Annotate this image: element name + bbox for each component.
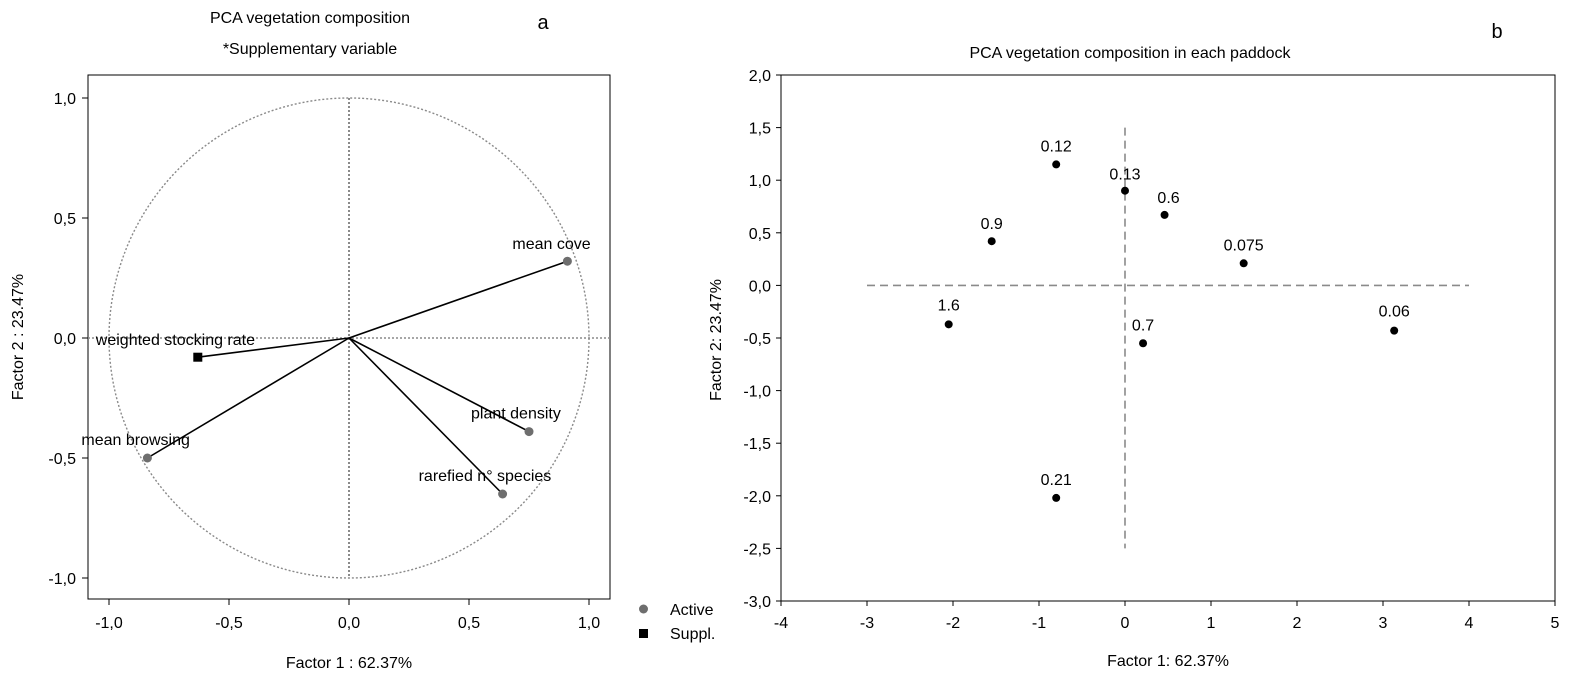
panel-b-point (1139, 339, 1148, 348)
legend-label: Suppl. (670, 626, 715, 643)
panel-b-letter: b (1491, 21, 1502, 43)
panel-b-y-tick-label: -2,5 (743, 541, 771, 558)
panel-b-point-label: 0.21 (1041, 472, 1072, 489)
panel-b-ticks: -4 -3 -2 -1 0 1 2 3 4 5 2,0 1,5 1,0 0,5 0,0 -0,5 -1,0 -1,… (743, 68, 1559, 632)
panel-a-x-tick-label: 0,0 (338, 615, 360, 632)
panel-b-x-tick-label: 4 (1465, 615, 1474, 632)
panel-b-point (1239, 259, 1248, 268)
panel-a-x-tick-label: 0,5 (458, 615, 480, 632)
panel-b-y-tick-label: 1,5 (749, 121, 771, 138)
panel-b-point (1121, 186, 1129, 195)
panel-b-y-tick-label: 0,0 (749, 278, 771, 295)
panel-b: PCA vegetation composition in each paddo… (708, 21, 1560, 670)
panel-a-subtitle: *Supplementary variable (223, 41, 397, 58)
panel-b-point (987, 237, 996, 246)
panel-b-x-tick-label: 2 (1293, 615, 1302, 632)
panel-b-y-tick-label: -3,0 (743, 594, 771, 611)
panel-b-content: 0.12 0.13 0.6 0.9 0.075 1.6 0.7 0.06 0.21 (867, 127, 1469, 549)
panel-a-vector-label: weighted stocking rate (95, 332, 255, 349)
panel-a-vector-label: mean cove (512, 236, 590, 253)
panel-b-point-label: 0.12 (1041, 138, 1072, 155)
panel-a-x-tick-label: 1,0 (578, 615, 600, 632)
panel-a-y-axis-label: Factor 2 : 23.47% (10, 274, 27, 400)
panel-b-point-label: 0.06 (1379, 304, 1410, 321)
panel-a-y-tick-label: 1,0 (54, 91, 76, 108)
panel-b-point-label: 0.13 (1109, 167, 1140, 184)
panel-b-x-tick-label: 3 (1379, 615, 1388, 632)
panel-a-vector-weighted-stocking-rate (197, 337, 350, 358)
panel-a-marker-rarefied-n-species (498, 489, 508, 499)
panel-b-y-tick-label: 0,5 (749, 226, 771, 243)
panel-b-x-tick-label: -1 (1032, 615, 1046, 632)
panel-b-y-tick-label: 1,0 (749, 173, 771, 190)
legend-label: Active (670, 602, 714, 619)
panel-b-point (944, 320, 953, 329)
panel-a: PCA vegetation composition *Supplementar… (10, 10, 715, 672)
panel-a-marker-mean-browsing (142, 453, 152, 463)
panel-b-x-axis-label: Factor 1: 62.37% (1107, 653, 1229, 670)
panel-a-vector-mean-browsing (146, 337, 350, 459)
panel-a-y-tick-label: 0,5 (54, 211, 76, 228)
panel-a-ticks: -1,0 -0,5 0,0 0,5 1,0 1,0 0,5 0,0 -0,5 -1,0 (48, 91, 600, 632)
legend-square-icon (639, 629, 648, 638)
panel-a-y-tick-label: -1,0 (48, 571, 76, 588)
panel-a-vector-label: plant density (471, 406, 561, 423)
panel-a-content: mean cove weighted stocking rate plant den… (81, 97, 610, 579)
panel-b-y-tick-label: -1,0 (743, 384, 771, 401)
panel-b-x-tick-label: 1 (1207, 615, 1216, 632)
panel-a-x-axis-label: Factor 1 : 62.37% (286, 655, 412, 672)
panel-b-y-axis-label: Factor 2: 23.47% (708, 279, 725, 401)
panel-b-point (1052, 493, 1061, 502)
panel-b-point-label: 0.9 (981, 216, 1003, 233)
panel-b-point-label: 1.6 (938, 297, 960, 314)
panel-b-x-tick-label: -2 (946, 615, 960, 632)
panel-b-x-tick-label: 0 (1121, 615, 1130, 632)
panel-a-marker-plant-density (524, 427, 534, 437)
panel-b-point (1160, 210, 1169, 219)
panel-a-marker-mean-cove (562, 256, 572, 266)
panel-a-y-tick-label: 0,0 (54, 331, 76, 348)
panel-b-point (1052, 160, 1061, 169)
panel-b-x-tick-label: -3 (860, 615, 874, 632)
panel-a-letter: a (537, 12, 549, 34)
panel-b-x-tick-label: 5 (1551, 615, 1560, 632)
panel-a-vector-rarefied-n-species (348, 337, 504, 495)
panel-a-y-tick-label: -0,5 (48, 451, 76, 468)
panel-b-y-tick-label: -0,5 (743, 331, 771, 348)
panel-a-marker-weighted-stocking-rate (193, 352, 203, 362)
panel-b-plot-frame (780, 74, 1556, 602)
panel-b-y-tick-label: -2,0 (743, 489, 771, 506)
panel-a-legend: Active Suppl. (639, 602, 715, 643)
panel-b-point (1390, 326, 1399, 335)
panel-b-point-label: 0.075 (1224, 237, 1264, 254)
panel-b-point-label: 0.7 (1132, 317, 1154, 334)
panel-a-vector-label: mean browsing (81, 432, 189, 449)
panel-b-y-tick-label: 2,0 (749, 68, 771, 85)
panel-a-vector-mean-cove (348, 260, 568, 339)
panel-a-x-tick-label: -0,5 (215, 615, 243, 632)
panel-b-point-label: 0.6 (1157, 190, 1179, 207)
panel-b-x-tick-label: -4 (774, 615, 788, 632)
panel-a-x-tick-label: -1,0 (95, 615, 123, 632)
panel-a-vector-label: rarefied n° species (419, 468, 552, 485)
panel-a-vector-plant-density (348, 337, 530, 433)
legend-circle-icon (639, 604, 648, 614)
panel-b-title: PCA vegetation composition in each paddo… (969, 45, 1291, 62)
panel-a-title: PCA vegetation composition (210, 10, 410, 27)
panel-b-y-tick-label: -1,5 (743, 436, 771, 453)
